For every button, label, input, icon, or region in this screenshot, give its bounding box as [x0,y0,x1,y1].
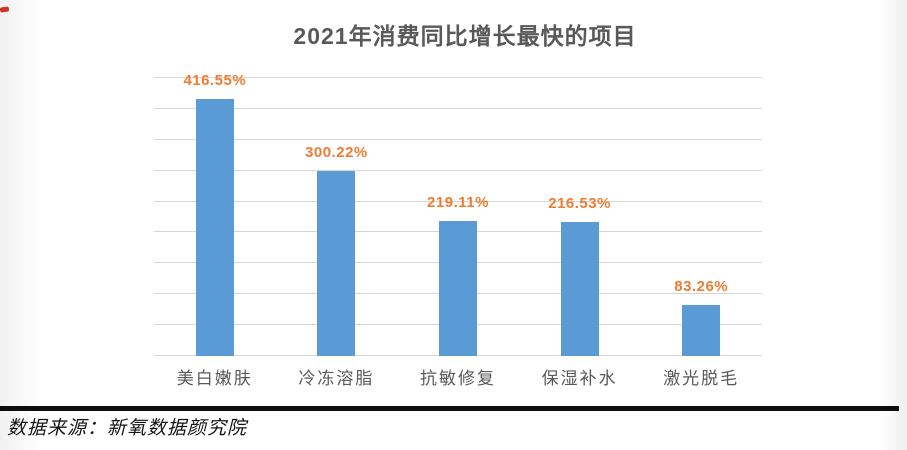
bar-3 [439,220,477,356]
bar-value-label: 416.55% [183,71,247,89]
bar-4 [560,222,599,356]
bar-value-label: 219.11% [427,193,489,211]
gridline [154,107,762,109]
category-label: 冷冻溶脂 [298,369,375,388]
category-label: 抗敏修复 [420,369,496,388]
gridline [154,77,762,78]
gridline [154,200,762,202]
footer-divider-line [0,406,899,411]
category-label: 美白嫩肤 [176,369,253,388]
data-source-text: 数据来源：新氧数据颜究院 [7,418,248,439]
plot-area: 416.55% 300.22% 219.11% 216.53% 83.26% [154,72,762,356]
category-label: 保湿补水 [541,369,618,388]
gridline [154,169,762,171]
red-mark [0,6,10,13]
bar-value-label: 83.26% [674,277,729,295]
left-edge-shade [0,0,42,450]
chart-title: 2021年消费同比增长最快的项目 [293,23,637,49]
gridline [154,138,762,140]
bar-1 [195,98,234,356]
right-edge-shade [881,0,907,450]
category-label: 激光脱毛 [663,369,740,388]
bar-5 [682,304,721,356]
bar-value-label: 300.22% [305,143,368,161]
bar-2 [317,170,356,356]
bar-value-label: 216.53% [548,195,611,213]
